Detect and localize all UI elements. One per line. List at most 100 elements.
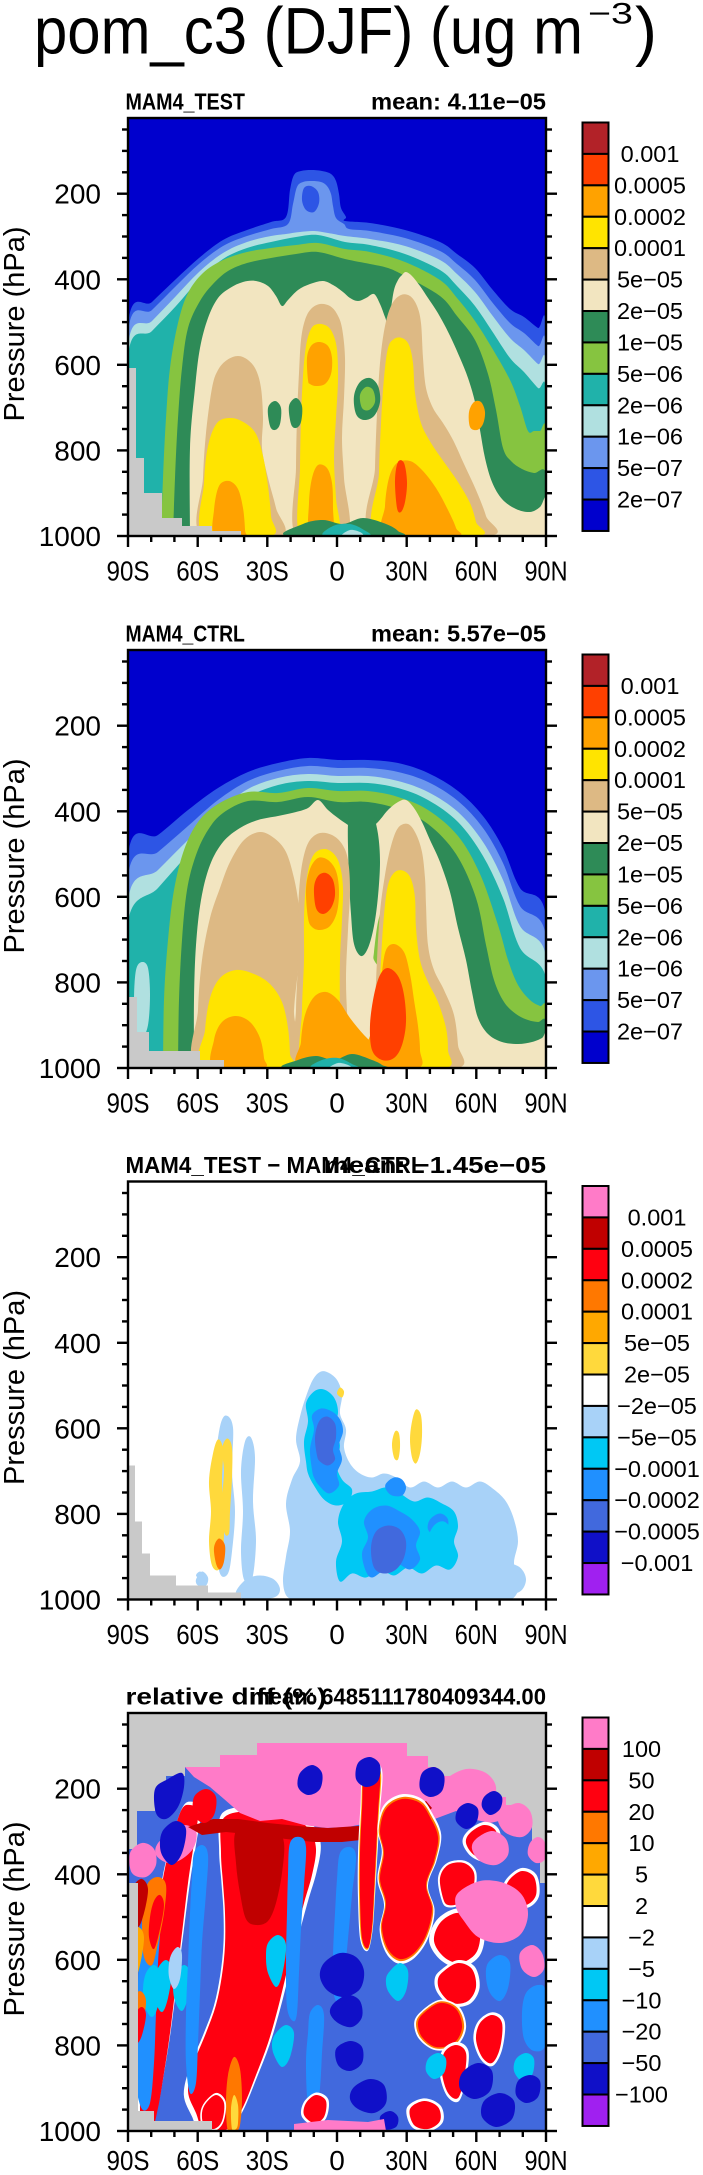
svg-text:1e−06: 1e−06 — [617, 956, 683, 982]
svg-text:0.0005: 0.0005 — [614, 172, 686, 198]
svg-text:5e−06: 5e−06 — [617, 893, 683, 919]
svg-text:30N: 30N — [385, 556, 428, 587]
svg-text:): ) — [635, 0, 657, 68]
svg-text:800: 800 — [54, 435, 101, 466]
svg-text:400: 400 — [54, 1328, 101, 1359]
svg-text:90S: 90S — [107, 556, 150, 587]
svg-text:90N: 90N — [525, 2145, 568, 2175]
svg-text:−5: −5 — [628, 1956, 655, 1982]
svg-text:50: 50 — [628, 1767, 654, 1793]
svg-text:−3: −3 — [588, 0, 633, 31]
svg-text:1000: 1000 — [39, 1585, 101, 1616]
svg-text:2e−05: 2e−05 — [617, 298, 683, 324]
svg-text:5e−05: 5e−05 — [617, 799, 683, 825]
svg-text:1e−05: 1e−05 — [617, 861, 683, 887]
svg-text:MAM4_CTRL: MAM4_CTRL — [126, 621, 245, 647]
svg-text:1000: 1000 — [39, 521, 101, 552]
svg-text:1e−05: 1e−05 — [617, 329, 683, 355]
svg-text:90S: 90S — [107, 1088, 150, 1119]
svg-text:90N: 90N — [525, 1088, 568, 1119]
svg-text:5e−05: 5e−05 — [624, 1330, 690, 1356]
svg-text:60N: 60N — [455, 1088, 498, 1119]
svg-text:2e−05: 2e−05 — [624, 1362, 690, 1388]
svg-text:−50: −50 — [622, 2050, 662, 2076]
svg-text:relative diff (%): relative diff (%) — [126, 1684, 327, 1710]
svg-text:Pressure (hPa): Pressure (hPa) — [0, 1821, 31, 2016]
svg-text:0.0001: 0.0001 — [614, 767, 686, 793]
svg-text:0.0002: 0.0002 — [614, 736, 686, 762]
svg-text:MAM4_TEST − MAM4_CTRL: MAM4_TEST − MAM4_CTRL — [126, 1152, 425, 1178]
svg-text:5: 5 — [635, 1862, 648, 1888]
svg-text:20: 20 — [628, 1799, 654, 1825]
svg-text:200: 200 — [54, 1242, 101, 1273]
svg-text:−0.0005: −0.0005 — [614, 1519, 700, 1545]
svg-text:200: 200 — [54, 179, 101, 210]
svg-text:mean: 4.11e−05: mean: 4.11e−05 — [371, 89, 546, 115]
svg-text:90N: 90N — [525, 556, 568, 587]
svg-text:2e−05: 2e−05 — [617, 830, 683, 856]
svg-text:mean: 5.57e−05: mean: 5.57e−05 — [371, 621, 546, 647]
svg-text:600: 600 — [54, 882, 101, 913]
svg-text:400: 400 — [54, 264, 101, 295]
svg-text:0: 0 — [329, 2145, 345, 2175]
svg-text:90S: 90S — [107, 2145, 150, 2175]
svg-text:60N: 60N — [455, 1619, 498, 1650]
svg-text:30N: 30N — [385, 2145, 428, 2175]
svg-text:0.0005: 0.0005 — [621, 1236, 693, 1262]
svg-text:60N: 60N — [455, 2145, 498, 2175]
svg-text:Pressure (hPa): Pressure (hPa) — [0, 758, 31, 953]
svg-text:60S: 60S — [176, 2145, 219, 2175]
svg-text:60S: 60S — [176, 1619, 219, 1650]
svg-text:−10: −10 — [622, 1987, 662, 2013]
svg-text:−0.0002: −0.0002 — [614, 1487, 700, 1513]
svg-text:−0.0001: −0.0001 — [614, 1456, 700, 1482]
svg-text:5e−05: 5e−05 — [617, 267, 683, 293]
svg-text:0.0002: 0.0002 — [614, 204, 686, 230]
svg-text:0: 0 — [329, 556, 345, 587]
svg-text:0.001: 0.001 — [621, 673, 680, 699]
svg-text:2e−06: 2e−06 — [617, 392, 683, 418]
svg-text:1000: 1000 — [39, 2116, 101, 2147]
svg-text:0.001: 0.001 — [621, 141, 680, 167]
svg-text:0.0002: 0.0002 — [621, 1267, 693, 1293]
svg-text:1000: 1000 — [39, 1053, 101, 1084]
svg-text:10: 10 — [628, 1830, 654, 1856]
svg-text:0.0005: 0.0005 — [614, 704, 686, 730]
svg-text:0.001: 0.001 — [628, 1204, 687, 1230]
svg-text:30S: 30S — [246, 1088, 289, 1119]
svg-text:1e−06: 1e−06 — [617, 424, 683, 450]
svg-text:mean: −1.45e−05: mean: −1.45e−05 — [324, 1152, 546, 1178]
svg-text:30S: 30S — [246, 2145, 289, 2175]
svg-text:Pressure (hPa): Pressure (hPa) — [0, 226, 31, 421]
svg-text:pom_c3 (DJF) (ug m: pom_c3 (DJF) (ug m — [34, 0, 583, 68]
svg-text:600: 600 — [54, 1945, 101, 1976]
svg-text:30S: 30S — [246, 1619, 289, 1650]
svg-text:2: 2 — [635, 1893, 648, 1919]
svg-text:60N: 60N — [455, 556, 498, 587]
svg-text:400: 400 — [54, 1859, 101, 1890]
svg-text:−5e−05: −5e−05 — [617, 1424, 697, 1450]
svg-text:2e−07: 2e−07 — [617, 487, 683, 513]
svg-text:400: 400 — [54, 796, 101, 827]
svg-text:90N: 90N — [525, 1619, 568, 1650]
svg-text:−0.001: −0.001 — [621, 1550, 694, 1576]
svg-text:0.0001: 0.0001 — [621, 1299, 693, 1325]
svg-text:60S: 60S — [176, 1088, 219, 1119]
svg-text:0: 0 — [329, 1088, 345, 1119]
svg-text:5e−07: 5e−07 — [617, 455, 683, 481]
svg-text:2e−07: 2e−07 — [617, 1019, 683, 1045]
svg-text:2e−06: 2e−06 — [617, 924, 683, 950]
svg-text:0: 0 — [329, 1619, 345, 1650]
svg-text:30S: 30S — [246, 556, 289, 587]
svg-text:800: 800 — [54, 967, 101, 998]
svg-text:30N: 30N — [385, 1088, 428, 1119]
svg-text:−100: −100 — [615, 2082, 668, 2108]
svg-text:−2e−05: −2e−05 — [617, 1393, 697, 1419]
svg-text:200: 200 — [54, 1774, 101, 1805]
svg-text:Pressure (hPa): Pressure (hPa) — [0, 1290, 31, 1485]
svg-text:60S: 60S — [176, 556, 219, 587]
svg-text:90S: 90S — [107, 1619, 150, 1650]
svg-text:−2: −2 — [628, 1924, 655, 1950]
svg-text:0.0001: 0.0001 — [614, 235, 686, 261]
svg-text:5e−06: 5e−06 — [617, 361, 683, 387]
